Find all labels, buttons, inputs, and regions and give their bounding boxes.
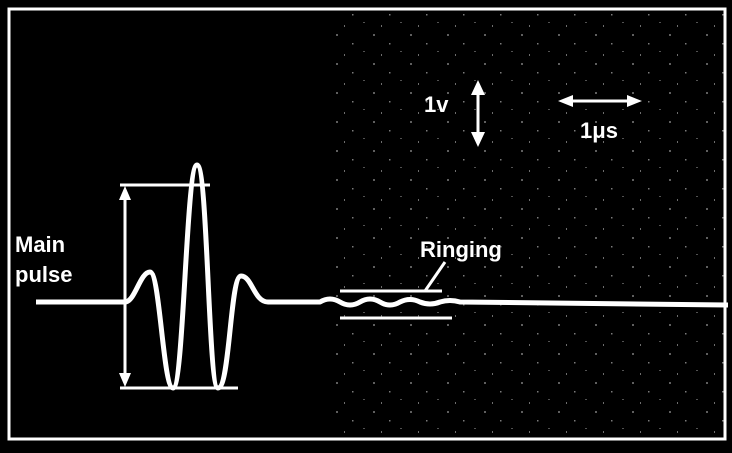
main-pulse-label: Main — [15, 232, 65, 257]
screen-noise — [330, 10, 726, 438]
voltage-scale-label: 1v — [424, 92, 449, 117]
ringing-label: Ringing — [420, 237, 502, 262]
time-scale-label: 1μs — [580, 118, 618, 143]
oscilloscope-figure: Main pulse Ringing 1v 1μs — [0, 0, 732, 448]
page: Main pulse Ringing 1v 1μs (() => { const… — [0, 0, 732, 448]
main-pulse-label: pulse — [15, 262, 72, 287]
